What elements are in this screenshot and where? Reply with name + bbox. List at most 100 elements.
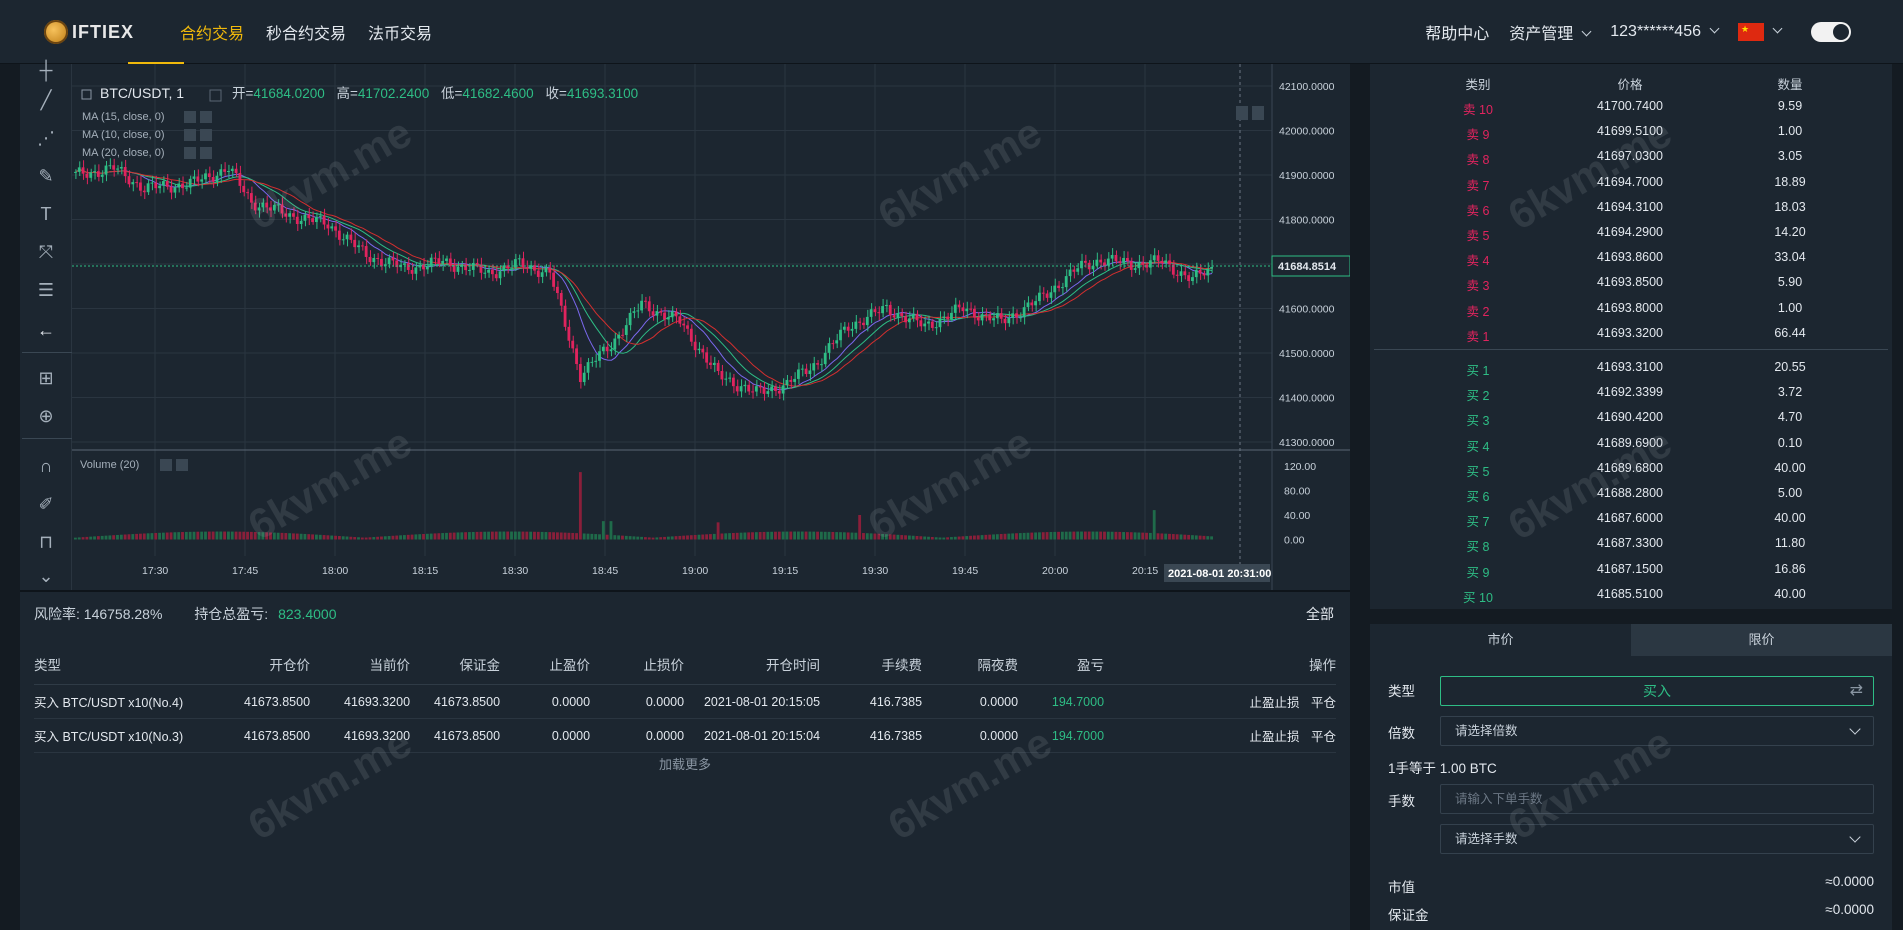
candle-body [211, 176, 215, 182]
buy-order-row[interactable]: 买 1 41693.3100 20.55 [1370, 355, 1892, 380]
volume-bar [246, 531, 249, 540]
buy-order-row[interactable]: 买 9 41687.1500 16.86 [1370, 557, 1892, 582]
volume-bar [77, 537, 81, 540]
volume-bar [265, 532, 269, 540]
volume-bar [211, 531, 215, 540]
lots-select[interactable]: 请选择手数 [1440, 824, 1874, 854]
language-menu[interactable] [1738, 22, 1783, 41]
candle-body [372, 258, 376, 263]
magnet-icon[interactable]: ∩ [39, 456, 53, 476]
buy-order-row[interactable]: 买 3 41690.4200 4.70 [1370, 405, 1892, 430]
zoom-in-icon[interactable]: ⊕ [38, 406, 54, 426]
account-menu[interactable]: 123******456 [1610, 23, 1720, 41]
leverage-select[interactable]: 请选择倍数 [1440, 716, 1874, 746]
volume-bar [479, 531, 483, 540]
text-tool-icon[interactable]: T [40, 204, 52, 224]
pattern-icon[interactable]: ⤧ [38, 242, 54, 262]
buy-order-row[interactable]: 买 10 41685.5100 40.00 [1370, 582, 1892, 607]
fib-icon[interactable]: ☰ [37, 280, 55, 300]
candle-body [1198, 269, 1202, 274]
buy-order-row[interactable]: 买 8 41687.3300 11.80 [1370, 531, 1892, 556]
help-center-link[interactable]: 帮助中心 [1425, 26, 1490, 43]
logo[interactable]: IFTIEX [44, 18, 134, 46]
volume-bar [777, 531, 781, 540]
volume-bar [238, 531, 242, 540]
buy-order-row[interactable]: 买 2 41692.3399 3.72 [1370, 380, 1892, 405]
volume-bar [357, 537, 360, 540]
tp-sl-button[interactable]: 止盈止损 [1249, 696, 1300, 710]
volume-bar [846, 532, 850, 540]
lock-drawing-icon[interactable]: ✐ [38, 494, 54, 514]
candle-body [1099, 259, 1103, 263]
candle-body [234, 168, 238, 173]
crosshair-tool-icon[interactable]: ┼ [39, 60, 53, 80]
candle-body [368, 256, 372, 263]
lots-select-placeholder: 请选择手数 [1455, 832, 1518, 846]
sell-order-row[interactable]: 卖 7 41694.7000 18.89 [1370, 170, 1892, 195]
buy-order-row[interactable]: 买 6 41688.2800 5.00 [1370, 481, 1892, 506]
pitchfork-icon[interactable]: ⋰ [37, 128, 55, 148]
nav-contract-trading[interactable]: 合约交易 [180, 26, 245, 43]
load-more-button[interactable]: 加载更多 [658, 757, 711, 772]
ob-qty: 18.03 [1774, 199, 1806, 214]
nav-second-contract[interactable]: 秒合约交易 [266, 26, 347, 43]
trend-line-icon[interactable]: ╱ [40, 90, 52, 110]
volume-bar [383, 536, 387, 540]
theme-toggle[interactable] [1811, 22, 1851, 42]
back-arrow-icon[interactable]: ← [37, 320, 55, 340]
ob-qty: 1.00 [1777, 300, 1803, 315]
brush-icon[interactable]: ✎ [38, 166, 54, 186]
buy-order-row[interactable]: 买 5 41689.6800 40.00 [1370, 456, 1892, 481]
ob-qty: 40.00 [1774, 511, 1806, 526]
buy-order-row[interactable]: 买 7 41687.6000 40.00 [1370, 506, 1892, 531]
row-pnl: 194.7000 [1018, 718, 1105, 753]
tp-sl-button[interactable]: 止盈止损 [1249, 730, 1300, 744]
volume-bar [475, 531, 479, 540]
assets-menu[interactable]: 资产管理 [1509, 20, 1592, 44]
lots-input[interactable]: 请输入下单手数 [1440, 784, 1874, 814]
sell-order-row[interactable]: 卖 1 41693.3200 66.44 [1370, 321, 1892, 346]
volume-bar [93, 536, 96, 540]
volume-bar [116, 534, 119, 540]
sell-order-row[interactable]: 卖 3 41693.8500 5.90 [1370, 270, 1892, 295]
buy-order-row[interactable]: 买 4 41689.6900 0.10 [1370, 431, 1892, 456]
candle-body [292, 213, 295, 217]
candle-body [341, 239, 345, 241]
col-stop-loss: 止损价 [590, 650, 685, 685]
volume-bar [349, 536, 353, 540]
volume-tick: 40.00 [1284, 510, 1310, 522]
candle-body [846, 326, 850, 331]
tab-limit[interactable]: 限价 [1631, 624, 1892, 656]
close-position-button[interactable]: 平仓 [1310, 696, 1336, 710]
volume-bar [391, 535, 395, 540]
sell-order-row[interactable]: 卖 8 41697.0300 3.05 [1370, 144, 1892, 169]
toolbar-divider [22, 438, 72, 439]
sell-order-row[interactable]: 卖 10 41700.7400 9.59 [1370, 94, 1892, 119]
volume-bar [364, 537, 368, 540]
sell-order-row[interactable]: 卖 5 41694.2900 14.20 [1370, 220, 1892, 245]
candle-body [131, 182, 135, 185]
swap-icon[interactable]: ⇄ [1849, 682, 1863, 699]
sell-order-row[interactable]: 卖 9 41699.5100 1.00 [1370, 119, 1892, 144]
sell-order-row[interactable]: 卖 2 41693.8000 1.00 [1370, 296, 1892, 321]
close-position-button[interactable]: 平仓 [1310, 730, 1336, 744]
measure-icon[interactable]: ⊞ [38, 368, 54, 388]
volume-bar [433, 533, 437, 540]
sell-order-row[interactable]: 卖 4 41693.8600 33.04 [1370, 245, 1892, 270]
ob-category: 卖 5 [1466, 229, 1490, 243]
ob-qty: 40.00 [1774, 460, 1806, 475]
all-positions-button[interactable]: 全部 [1306, 606, 1334, 622]
ob-qty: 18.89 [1774, 174, 1806, 189]
direction-select[interactable]: 买入 ⇄ [1440, 676, 1874, 706]
sell-order-row[interactable]: 卖 6 41694.3100 18.03 [1370, 195, 1892, 220]
candlestick-chart[interactable]: 42100.0000 42000.0000 41900.0000 41800.0000… [72, 64, 1350, 590]
lock-icon[interactable]: ⊓ [38, 532, 54, 552]
row-open-price: 41673.8500 [244, 718, 311, 753]
candle-body [406, 263, 410, 270]
ob-category: 买 6 [1466, 490, 1490, 504]
tab-market[interactable]: 市价 [1370, 624, 1631, 656]
header-right: 帮助中心 资产管理 123******456 [1425, 20, 1851, 44]
chevron-down-icon[interactable]: ⌄ [38, 566, 54, 586]
nav-fiat-trading[interactable]: 法币交易 [368, 26, 433, 43]
candle-body [712, 362, 716, 366]
